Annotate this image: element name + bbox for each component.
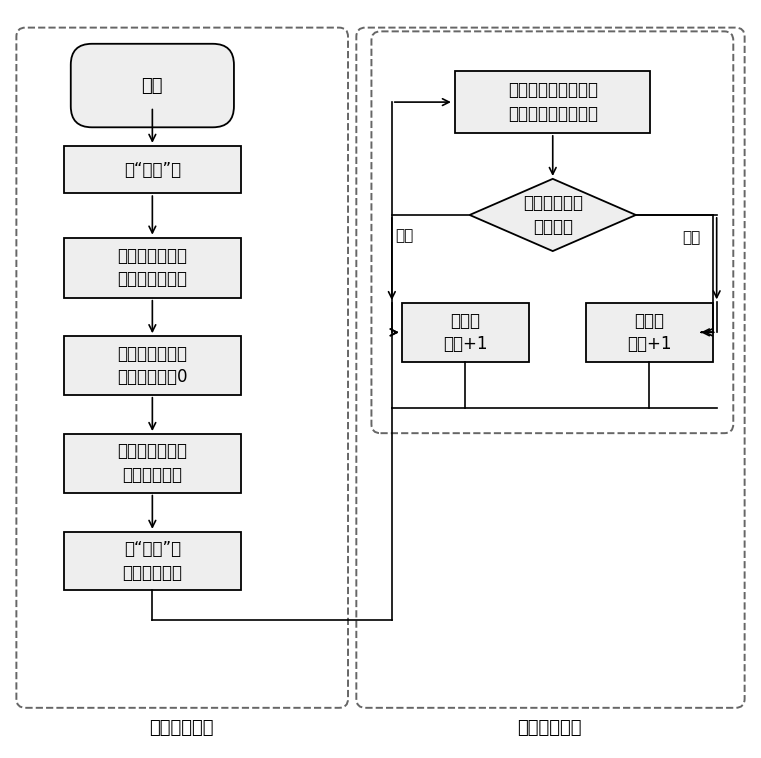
Text: 手动操作部分: 手动操作部分 [150, 719, 214, 737]
Text: 开机: 开机 [142, 77, 163, 95]
Bar [64, 434, 241, 493]
FancyBboxPatch shape [71, 44, 234, 127]
Bar [402, 303, 529, 362]
Text: 调节参考电阻，
使输出接近为0: 调节参考电阻， 使输出接近为0 [117, 345, 188, 387]
Text: 亮条纹
计数+1: 亮条纹 计数+1 [443, 312, 487, 353]
Bar [455, 71, 650, 133]
Text: 小于: 小于 [683, 230, 701, 245]
Text: 调节光路，使光
纤对准亮条纹: 调节光路，使光 纤对准亮条纹 [117, 443, 187, 484]
Bar [64, 146, 241, 193]
Text: 大于: 大于 [396, 228, 414, 243]
Text: 按“设置”键: 按“设置”键 [124, 161, 181, 179]
Bar [64, 237, 241, 298]
Text: 计算亮条纹和暗条纹
的平均值，作为阈值: 计算亮条纹和暗条纹 的平均值，作为阈值 [508, 81, 597, 123]
Text: 自动计数部分: 自动计数部分 [517, 719, 582, 737]
Text: 将光纤探头分别
对准某条暗条纹: 将光纤探头分别 对准某条暗条纹 [117, 247, 187, 289]
Bar [64, 336, 241, 395]
Text: 判断测量值与
阈值大小: 判断测量值与 阈值大小 [523, 194, 583, 236]
Bar [586, 303, 713, 362]
Text: 暗条纹
计数+1: 暗条纹 计数+1 [627, 312, 672, 353]
Polygon shape [470, 179, 636, 251]
Bar [64, 532, 241, 590]
Text: 按“确认”键
开始条纹计数: 按“确认”键 开始条纹计数 [123, 540, 183, 582]
